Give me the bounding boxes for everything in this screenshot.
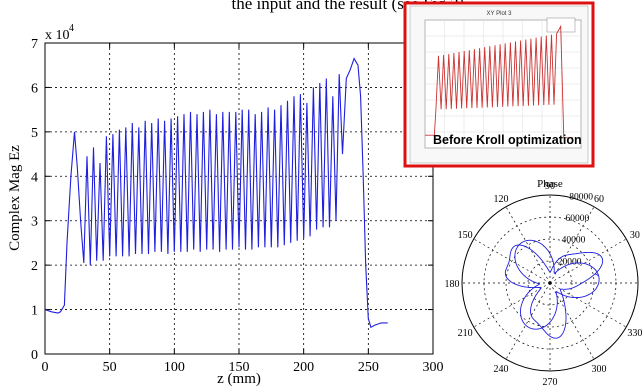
polar-radial-labels: 20000 40000 60000 80000 xyxy=(558,192,594,267)
polar-angle-label: 270 xyxy=(543,377,558,388)
x-tick-label: 300 xyxy=(423,360,444,375)
x-axis-label: z (mm) xyxy=(217,371,261,387)
inset-title: XY Plot 3 xyxy=(487,11,513,17)
x-tick-label: 0 xyxy=(42,360,49,375)
polar-ring xyxy=(505,238,595,328)
polar-angle-label: 330 xyxy=(627,328,642,339)
y-tick-label: 4 xyxy=(31,170,38,185)
y-tick-label: 1 xyxy=(31,304,38,319)
polar-radial-label: 40000 xyxy=(562,236,586,246)
polar-spoke xyxy=(473,282,551,328)
inset-xy-plot: XY Plot 3 Before Kroll optimization xyxy=(403,1,595,168)
polar-angle-label: 90 xyxy=(545,181,555,192)
polar-angle-label: 120 xyxy=(494,194,509,205)
polar-grid xyxy=(461,194,639,372)
y-tick-label: 6 xyxy=(31,81,38,96)
polar-angle-label: 150 xyxy=(458,230,473,241)
x-tick-label: 200 xyxy=(293,360,314,375)
y-tick-label: 3 xyxy=(31,215,38,230)
polar-angle-label: 180 xyxy=(445,279,460,290)
polar-spoke xyxy=(505,206,551,284)
polar-chart: Phase 9060300330300270240210180150120 20… xyxy=(445,178,643,388)
y-tick-label: 7 xyxy=(31,37,38,52)
x-tick-label: 50 xyxy=(103,360,117,375)
x-tick-label: 100 xyxy=(164,360,185,375)
polar-outer-ring xyxy=(461,194,639,372)
y-multiplier: x 10 xyxy=(45,28,70,43)
polar-radial-label: 80000 xyxy=(569,192,593,202)
series-line xyxy=(44,57,388,329)
polar-spoke xyxy=(505,282,551,360)
main-chart: 0 50 100 150 200 250 300 0 1 2 3 4 5 6 7 x 10 4 z (mm… xyxy=(7,23,444,387)
polar-angle-label: 60 xyxy=(594,194,604,205)
y-tick-label: 5 xyxy=(31,126,38,141)
polar-radial-label: 60000 xyxy=(566,214,590,224)
polar-angle-label: 300 xyxy=(592,364,607,375)
polar-title: Phase xyxy=(537,178,563,190)
y-tick-label: 2 xyxy=(31,259,38,274)
inset-annotation: Before Kroll optimization xyxy=(433,133,582,147)
polar-series-line xyxy=(504,239,604,339)
y-tick-label: 0 xyxy=(31,348,38,363)
polar-angle-label: 240 xyxy=(494,364,509,375)
x-tick-labels: 0 50 100 150 200 250 300 xyxy=(42,360,444,375)
gridlines xyxy=(45,43,433,354)
x-tick-label: 250 xyxy=(358,360,379,375)
polar-angle-label: 30 xyxy=(630,230,640,241)
polar-angle-label: 210 xyxy=(458,328,473,339)
x-tick-label: 150 xyxy=(229,360,250,375)
inset-series-line xyxy=(425,24,574,139)
y-exponent: 4 xyxy=(69,23,74,34)
polar-angle-labels: 9060300330300270240210180150120 xyxy=(445,181,643,388)
y-axis-label: Complex Mag Ez xyxy=(7,145,23,251)
y-tick-labels: 0 1 2 3 4 5 6 7 xyxy=(31,37,38,363)
polar-radial-label: 20000 xyxy=(558,257,582,267)
